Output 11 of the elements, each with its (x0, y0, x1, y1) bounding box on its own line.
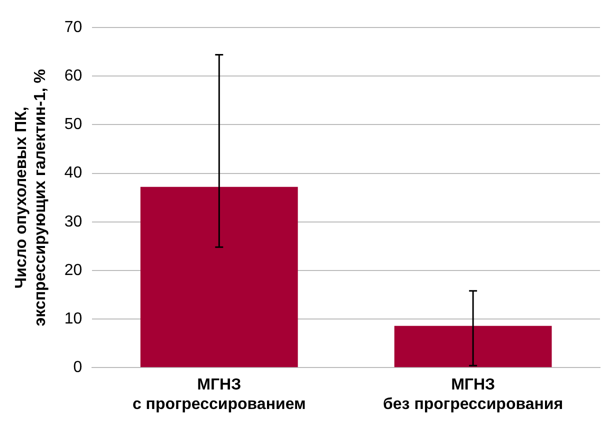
y-tick-label: 0 (73, 359, 82, 376)
y-axis-title: Число опухолевых ПК, экспрессирующих галектин-1, % (13, 69, 50, 326)
x-tick-label: МГНЗ без прогрессирования (383, 376, 564, 413)
y-tick-label: 20 (64, 262, 82, 279)
y-tick-label: 40 (64, 164, 82, 182)
y-tick-label: 50 (64, 116, 82, 134)
y-tick-label: 60 (64, 68, 82, 85)
y-tick-label: 30 (64, 213, 82, 230)
y-tick-label: 10 (64, 310, 82, 328)
y-tick-label: 70 (64, 19, 82, 36)
x-tick-label: МГНЗ с прогрессированием (132, 376, 306, 413)
